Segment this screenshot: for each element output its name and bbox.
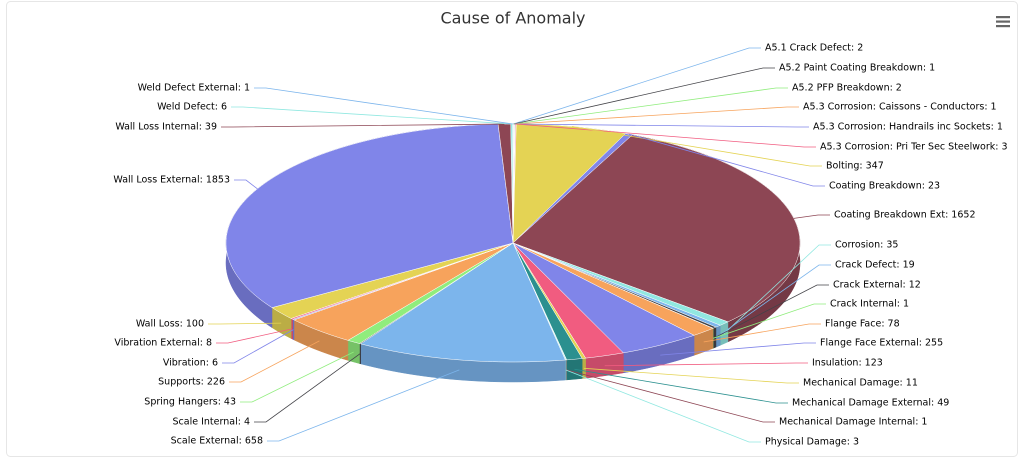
data-label: Flange Face External: 255 xyxy=(820,338,943,349)
data-label: A5.3 Corrosion: Caissons - Conductors: 1 xyxy=(803,102,997,113)
connector xyxy=(229,340,320,383)
connector xyxy=(513,47,761,125)
menu-button[interactable] xyxy=(996,16,1010,28)
data-label: Spring Hangers: 43 xyxy=(144,397,236,408)
data-label: Crack Defect: 19 xyxy=(835,260,915,271)
connector xyxy=(660,342,816,356)
data-label: Wall Loss: 100 xyxy=(136,319,204,330)
slice xyxy=(512,242,624,359)
connector xyxy=(515,123,809,128)
connector xyxy=(240,351,354,403)
menu-bar[interactable] xyxy=(996,25,1010,28)
slice xyxy=(271,242,514,319)
data-label: Insulation: 123 xyxy=(812,358,883,369)
data-label: Scale External: 658 xyxy=(171,436,263,447)
slice xyxy=(360,242,566,363)
data-label: Wall Loss Internal: 39 xyxy=(115,122,217,133)
data-label: A5.2 PFP Breakdown: 2 xyxy=(792,83,902,94)
connector xyxy=(628,133,825,187)
data-label: Wall Loss External: 1853 xyxy=(113,175,230,186)
connector xyxy=(222,329,294,364)
slice-side xyxy=(566,358,583,381)
connector xyxy=(574,368,788,404)
data-label: Flange Face: 78 xyxy=(825,319,900,330)
menu-bar[interactable] xyxy=(996,16,1010,19)
chart-title: Cause of Anomaly xyxy=(440,9,585,28)
data-label: Weld Defect External: 1 xyxy=(138,83,250,94)
connector xyxy=(566,369,775,423)
connector xyxy=(712,303,826,339)
slice xyxy=(225,123,514,308)
connector xyxy=(793,214,830,219)
slice xyxy=(293,242,514,341)
data-label: Mechanical Damage External: 49 xyxy=(792,398,949,409)
connector xyxy=(514,106,799,125)
connector xyxy=(703,323,821,343)
connector xyxy=(723,244,831,334)
data-label: Physical Damage: 3 xyxy=(765,437,859,448)
connector xyxy=(515,123,816,148)
connector xyxy=(583,367,799,384)
connector xyxy=(231,106,512,125)
data-label: A5.1 Crack Defect: 2 xyxy=(765,43,863,54)
slice xyxy=(512,134,801,323)
connector xyxy=(208,322,282,325)
data-label: Vibration External: 8 xyxy=(114,338,212,349)
connector xyxy=(267,369,460,442)
connector xyxy=(234,179,258,190)
connector xyxy=(604,362,808,367)
slice-side xyxy=(347,340,360,364)
data-label: A5.3 Corrosion: Handrails inc Sockets: 1 xyxy=(813,122,1003,133)
connector xyxy=(714,284,829,339)
data-label: Corrosion: 35 xyxy=(835,240,898,251)
data-label: Bolting: 347 xyxy=(826,161,884,172)
data-label: Crack External: 12 xyxy=(833,280,921,291)
connector xyxy=(216,328,293,344)
data-label: Scale Internal: 4 xyxy=(173,417,250,428)
data-label: Weld Defect: 6 xyxy=(157,102,227,113)
slice xyxy=(512,242,714,336)
data-label: A5.3 Corrosion: Pri Ter Sec Steelwork: 3 xyxy=(820,142,1008,153)
connector xyxy=(513,67,775,125)
menu-bar[interactable] xyxy=(996,20,1010,23)
data-label: Mechanical Damage Internal: 1 xyxy=(779,417,927,428)
connector xyxy=(565,369,761,443)
data-label: Supports: 226 xyxy=(158,377,225,388)
connector xyxy=(514,87,788,125)
connector xyxy=(254,87,513,125)
connector xyxy=(717,264,831,337)
slice xyxy=(512,242,695,354)
data-label: Coating Breakdown: 23 xyxy=(829,181,940,192)
data-label: Mechanical Damage: 11 xyxy=(803,378,918,389)
data-label: Vibration: 6 xyxy=(163,358,218,369)
data-label: Crack Internal: 1 xyxy=(830,299,909,310)
connector xyxy=(254,353,361,423)
data-label: A5.2 Paint Coating Breakdown: 1 xyxy=(779,63,935,74)
data-label: Coating Breakdown Ext: 1652 xyxy=(834,210,975,221)
connector xyxy=(221,123,505,128)
connector xyxy=(571,126,822,167)
